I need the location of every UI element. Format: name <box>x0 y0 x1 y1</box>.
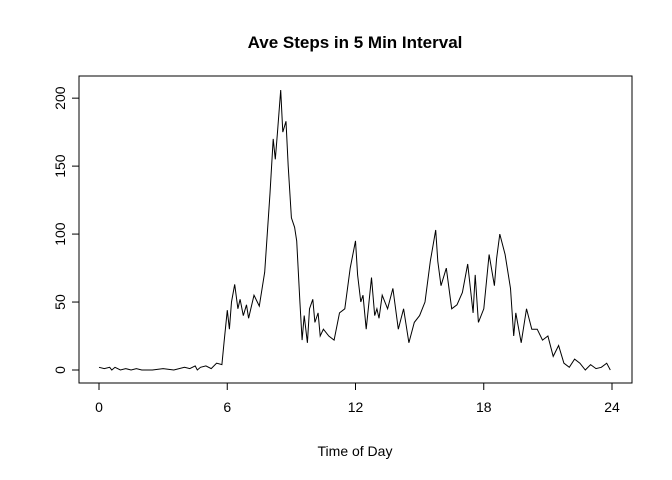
y-tick-label: 50 <box>52 294 68 310</box>
plot-box <box>78 75 633 384</box>
x-axis-label: Time of Day <box>318 443 393 459</box>
x-axis: 0 6 12 18 24 <box>95 382 620 415</box>
y-tick-label: 0 <box>52 366 68 374</box>
x-tick-label: 18 <box>476 399 492 415</box>
x-tick-label: 0 <box>95 399 103 415</box>
y-tick-label: 100 <box>52 222 68 246</box>
y-tick-label: 200 <box>52 86 68 110</box>
y-axis: 0 50 100 150 200 <box>52 86 80 374</box>
y-tick-label: 150 <box>52 154 68 178</box>
x-tick-label: 12 <box>348 399 364 415</box>
x-tick-label: 24 <box>604 399 620 415</box>
chart-title: Ave Steps in 5 Min Interval <box>248 33 463 52</box>
x-tick-label: 6 <box>223 399 231 415</box>
series-line <box>98 89 611 371</box>
